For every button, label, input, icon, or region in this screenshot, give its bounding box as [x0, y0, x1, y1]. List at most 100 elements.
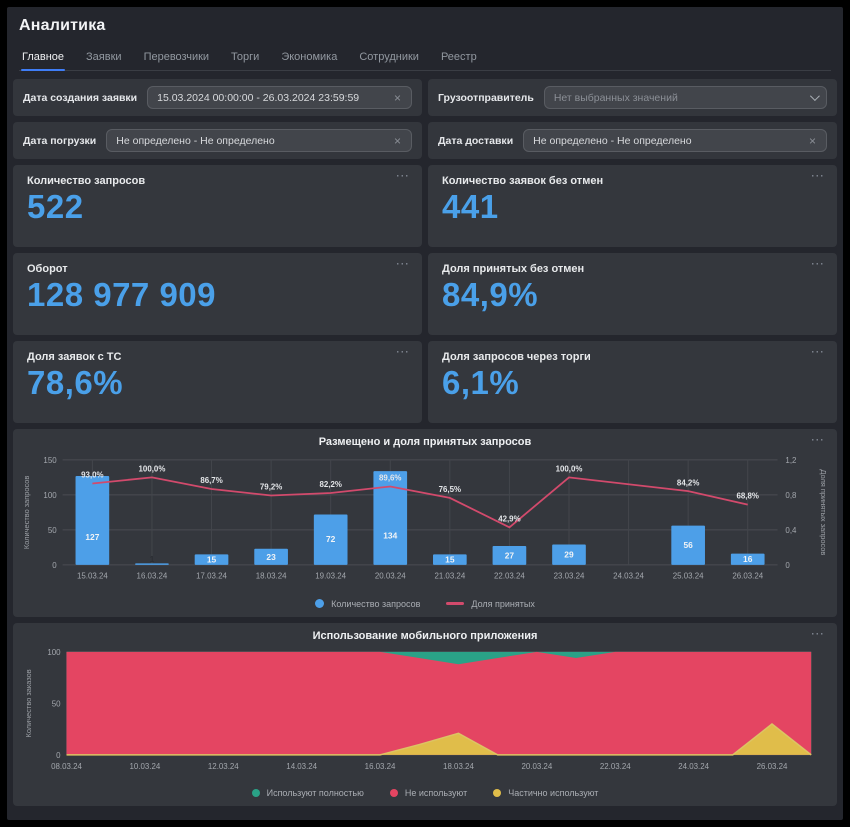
- bar-value-label: 23: [266, 552, 276, 562]
- x-tick-label: 17.03.24: [196, 572, 227, 581]
- x-tick-label: 22.03.24: [600, 761, 631, 770]
- bar[interactable]: [492, 545, 527, 565]
- bar[interactable]: [552, 544, 586, 565]
- tab-6[interactable]: Реестр: [440, 51, 477, 63]
- more-menu-icon[interactable]: ···: [811, 628, 825, 639]
- clear-icon[interactable]: ×: [393, 90, 401, 105]
- bar[interactable]: [671, 525, 705, 565]
- bar[interactable]: [433, 554, 467, 565]
- clear-icon[interactable]: ×: [393, 133, 401, 148]
- x-tick-label: 20.03.24: [521, 761, 552, 770]
- page-title: Аналитика: [19, 17, 106, 34]
- x-tick-label: 20.03.24: [375, 572, 406, 581]
- x-tick-label: 24.03.24: [678, 761, 709, 770]
- mobile-usage-area-chart[interactable]: 0 50 100 08.03.24 10.03.24 12.03.24 14.03.24 16…: [17, 642, 833, 787]
- bar-value-label: 56: [683, 540, 693, 550]
- tab-3[interactable]: Торги: [231, 51, 260, 63]
- bar[interactable]: [135, 563, 169, 565]
- more-menu-icon[interactable]: ···: [811, 347, 825, 357]
- bar[interactable]: [373, 471, 408, 565]
- legend-label: Количество запросов: [331, 598, 421, 609]
- bar[interactable]: [194, 554, 229, 565]
- kpi-value: 522: [27, 188, 84, 225]
- more-menu-icon[interactable]: ···: [811, 171, 825, 181]
- tab-0[interactable]: Главное: [21, 47, 66, 71]
- legend-item[interactable]: Частично используют: [493, 788, 598, 798]
- line-point-label: 86,7%: [200, 476, 222, 485]
- legend-dot-icon: [493, 789, 502, 798]
- filter-value: 15.03.2024 00:00:00 - 26.03.2024 23:59:5…: [157, 91, 360, 104]
- x-tick-label: 14.03.24: [286, 761, 317, 770]
- chevron-down-icon[interactable]: [809, 91, 820, 102]
- kpi-value: 84,9%: [442, 276, 539, 313]
- x-tick-label: 15.03.24: [77, 572, 108, 581]
- line-point-label: 42,9%: [498, 514, 520, 523]
- filter-input[interactable]: Не определено - Не определено ×: [106, 129, 412, 152]
- partial-usage-edge: [66, 722, 812, 756]
- bar[interactable]: [75, 475, 110, 565]
- svg-text:150: 150: [43, 456, 57, 465]
- bar-value-label: 15: [445, 555, 455, 565]
- x-tick-label: 10.03.24: [130, 761, 161, 770]
- legend-dot-icon: [251, 789, 260, 798]
- kpi-card-2: ··· Оборот 128 977 909: [13, 253, 422, 335]
- svg-text:50: 50: [48, 526, 57, 535]
- bar[interactable]: [313, 514, 348, 565]
- svg-text:0,8: 0,8: [785, 491, 797, 500]
- tab-bar: Главное Заявки Перевозчики Торги Экономика Со…: [19, 47, 831, 71]
- legend-item[interactable]: Не используют: [389, 788, 468, 799]
- bar-value-label: 127: [85, 532, 99, 542]
- legend-dot-icon: [315, 599, 325, 609]
- svg-text:0: 0: [56, 750, 61, 759]
- filter-label: Грузоотправитель: [438, 91, 534, 104]
- legend-label: Не используют: [404, 788, 468, 799]
- legend-item[interactable]: Доля принятых: [446, 599, 535, 609]
- bar-value-label: 1: [150, 555, 155, 564]
- bar-value-label: 134: [383, 531, 397, 541]
- kpi-card-3: ··· Доля принятых без отмен 84,9%: [428, 253, 837, 335]
- more-menu-icon[interactable]: ···: [811, 259, 825, 269]
- kpi-value: 6,1%: [442, 364, 520, 401]
- requests-combo-chart[interactable]: 0 50 100 150 0 0,4 0,8 1,2 127 1 15 23 72 134 15 27 29 56…: [17, 448, 833, 597]
- kpi-label: Доля заявок с ТС: [27, 351, 122, 363]
- tab-2[interactable]: Перевозчики: [143, 51, 210, 63]
- x-tick-label: 21.03.24: [434, 572, 465, 581]
- filter-input[interactable]: Не определено - Не определено ×: [523, 129, 827, 152]
- chart-legend: Используют полностью Не используют Частичн…: [17, 786, 833, 802]
- legend-item[interactable]: Количество запросов: [315, 599, 420, 609]
- more-menu-icon[interactable]: ···: [396, 347, 410, 357]
- filter-input[interactable]: 15.03.2024 00:00:00 - 26.03.2024 23:59:5…: [147, 86, 412, 109]
- mobile-usage-area-chart-card: ··· Использование мобильного приложения 0 5…: [13, 622, 837, 807]
- x-tick-label: 18.03.24: [443, 761, 474, 770]
- kpi-label: Доля запросов через торги: [442, 351, 591, 363]
- more-menu-icon[interactable]: ···: [396, 259, 410, 269]
- legend-item[interactable]: Используют полностью: [251, 788, 364, 798]
- area-no-usage[interactable]: [66, 651, 812, 755]
- bar-value-label: 72: [326, 534, 336, 544]
- filter-input[interactable]: Нет выбранных значений: [543, 86, 827, 109]
- filter-label: Дата создания заявки: [23, 91, 138, 104]
- tab-4[interactable]: Экономика: [281, 51, 338, 63]
- svg-text:1,2: 1,2: [785, 456, 796, 465]
- filter-2: Дата погрузки Не определено - Не определе…: [13, 122, 422, 159]
- bar[interactable]: [254, 548, 288, 565]
- bar-value-label: 29: [564, 550, 574, 560]
- y-axis-label-left: Количество запросов: [22, 476, 31, 549]
- filter-label: Дата доставки: [438, 134, 514, 147]
- bar[interactable]: [730, 553, 765, 565]
- svg-text:100: 100: [43, 491, 57, 500]
- svg-text:50: 50: [52, 699, 61, 708]
- kpi-value: 78,6%: [27, 364, 124, 401]
- filter-value: Нет выбранных значений: [553, 91, 678, 104]
- clear-icon[interactable]: ×: [808, 133, 816, 148]
- share-line[interactable]: [92, 476, 748, 529]
- tab-1[interactable]: Заявки: [86, 51, 122, 63]
- more-menu-icon[interactable]: ···: [811, 435, 825, 445]
- more-menu-icon[interactable]: ···: [396, 171, 410, 181]
- x-tick-label: 25.03.24: [673, 572, 704, 581]
- chart-title: Использование мобильного приложения: [312, 629, 538, 642]
- tab-5[interactable]: Сотрудники: [359, 51, 419, 63]
- line-point-label: 100,0%: [139, 464, 166, 473]
- kpi-label: Количество запросов: [27, 175, 146, 187]
- x-tick-label: 24.03.24: [613, 572, 644, 581]
